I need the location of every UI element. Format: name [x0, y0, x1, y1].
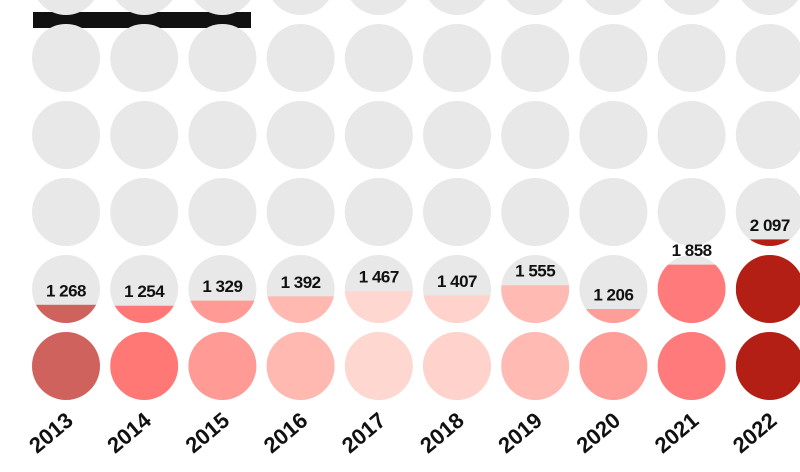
empty-dot — [579, 24, 648, 92]
empty-dot — [344, 24, 413, 92]
dot-column — [344, 291, 413, 400]
empty-dot — [266, 178, 335, 246]
empty-dot — [194, 0, 251, 15]
x-tick-label: 2015 — [181, 407, 235, 458]
dot-fill — [735, 255, 800, 323]
x-tick-label: 2020 — [572, 407, 626, 458]
x-tick-label: 2019 — [493, 407, 547, 458]
empty-dot — [507, 0, 564, 15]
empty-dot — [735, 178, 800, 246]
value-label: 1 254 — [124, 282, 165, 301]
dot-column — [110, 305, 179, 400]
dot-fill — [266, 332, 335, 400]
empty-dot — [32, 178, 100, 246]
x-tick-label: 2014 — [102, 407, 156, 458]
dot-fill — [344, 291, 413, 323]
empty-dot — [423, 178, 491, 246]
value-label: 1 329 — [202, 277, 242, 296]
dot-column — [32, 304, 100, 400]
empty-dot — [428, 0, 486, 15]
empty-dot — [266, 101, 335, 169]
empty-dot — [116, 0, 173, 15]
empty-dot — [741, 0, 798, 15]
dot-column — [657, 264, 726, 400]
empty-dot — [32, 101, 100, 169]
empty-dot — [188, 24, 257, 92]
dot-column — [735, 239, 800, 400]
empty-dot — [663, 0, 720, 15]
x-tick-label: 2022 — [728, 407, 782, 458]
value-label: 1 858 — [672, 241, 712, 260]
empty-dot — [344, 178, 413, 246]
dot-fill — [32, 332, 100, 400]
dot-fill — [266, 296, 335, 323]
empty-dot — [423, 24, 491, 92]
empty-dot — [272, 0, 329, 15]
empty-dot — [735, 24, 800, 92]
empty-dot — [423, 101, 491, 169]
dot-fill — [579, 332, 648, 400]
dot-fill — [735, 332, 800, 400]
empty-dot — [110, 24, 179, 92]
dot-fill — [110, 332, 179, 400]
empty-dot — [188, 178, 257, 246]
dot-column — [579, 308, 648, 400]
dot-fill — [110, 305, 179, 323]
x-tick-label: 2016 — [259, 407, 313, 458]
dot-fill — [657, 264, 726, 323]
x-tick-label: 2021 — [650, 407, 704, 458]
dot-column — [501, 285, 570, 400]
x-tick-label: 2013 — [24, 407, 78, 458]
empty-dot — [657, 101, 726, 169]
x-tick-label: 2017 — [337, 407, 391, 458]
dot-fill — [501, 332, 570, 400]
empty-dot — [579, 101, 648, 169]
empty-dot — [344, 101, 413, 169]
empty-dot — [110, 178, 179, 246]
dot-fill — [188, 300, 257, 323]
dot-fill — [657, 332, 726, 400]
empty-dot — [350, 0, 407, 15]
dot-fill — [735, 239, 800, 246]
empty-dot — [110, 101, 179, 169]
dot-fill — [32, 304, 100, 323]
dot-fill — [501, 285, 570, 323]
title-bar — [33, 12, 251, 28]
empty-dot — [657, 24, 726, 92]
value-label: 1 206 — [593, 285, 633, 304]
empty-dot — [501, 101, 570, 169]
value-label: 1 467 — [359, 268, 399, 287]
dot-column — [423, 295, 491, 400]
dot-fill — [579, 308, 648, 323]
dot-fill — [344, 332, 413, 400]
empty-dot — [188, 101, 257, 169]
empty-dot — [32, 24, 100, 92]
empty-dot — [266, 24, 335, 92]
dot-column — [266, 296, 335, 400]
value-label: 1 268 — [46, 281, 86, 300]
empty-dot — [501, 24, 570, 92]
dot-column — [188, 300, 257, 400]
value-label: 1 555 — [515, 262, 555, 281]
empty-dot — [735, 101, 800, 169]
value-label: 2 097 — [750, 216, 790, 235]
x-tick-label: 2018 — [415, 407, 469, 458]
value-label: 1 392 — [281, 273, 321, 292]
empty-dot — [501, 178, 570, 246]
empty-dot — [579, 255, 648, 323]
dot-fill — [423, 295, 491, 323]
empty-dot — [37, 0, 95, 15]
value-label: 1 407 — [437, 272, 477, 291]
empty-dot — [585, 0, 642, 15]
empty-dot — [657, 178, 726, 246]
dot-fill — [188, 332, 257, 400]
empty-dot — [579, 178, 648, 246]
dot-fill — [423, 332, 491, 400]
